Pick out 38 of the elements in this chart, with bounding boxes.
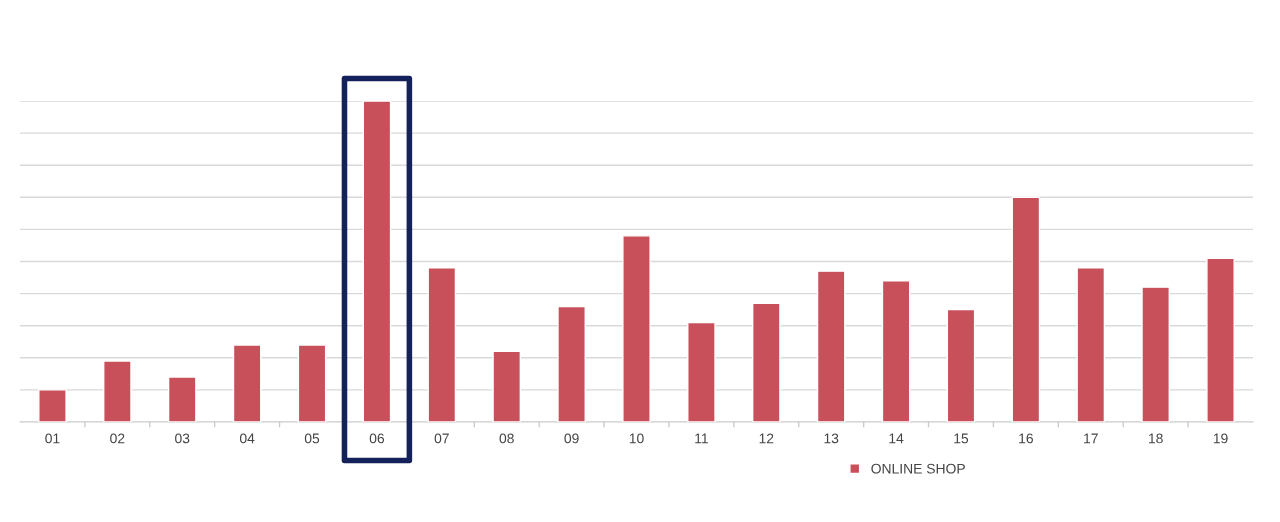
x-tick-label: 03 — [175, 433, 190, 444]
bar — [492, 350, 522, 422]
bar — [1011, 196, 1041, 422]
x-tick-label: 18 — [1148, 433, 1163, 444]
x-tick-label: 17 — [1084, 433, 1098, 444]
bar — [1206, 257, 1235, 422]
x-tick-label: 10 — [629, 433, 644, 444]
x-tick-label: 05 — [304, 433, 320, 444]
bar — [816, 270, 846, 422]
x-tick-label: 07 — [434, 433, 449, 444]
bar — [38, 389, 67, 422]
bar — [232, 344, 262, 422]
x-tick-label: 19 — [1213, 433, 1228, 444]
x-tick-label: 04 — [239, 433, 255, 444]
bar — [103, 360, 132, 422]
legend-label: ONLINE SHOP — [871, 463, 965, 474]
x-tick-label: 16 — [1019, 433, 1033, 444]
bar — [557, 305, 586, 422]
x-tick-label: 09 — [564, 433, 579, 444]
x-tick-label: 14 — [889, 433, 904, 444]
bar — [297, 344, 327, 422]
x-tick-label: 01 — [45, 433, 60, 444]
x-tick-label: 13 — [824, 433, 839, 444]
x-tick-label: 02 — [110, 433, 125, 444]
bar — [427, 267, 457, 422]
bar — [167, 376, 197, 422]
x-tick-label: 12 — [759, 433, 774, 444]
x-tick-label: 06 — [369, 433, 385, 444]
bar — [622, 235, 651, 422]
bar — [881, 280, 911, 422]
bar — [1141, 286, 1170, 422]
bar — [1076, 267, 1106, 422]
x-tick-label: 08 — [499, 433, 514, 444]
bar — [751, 302, 781, 422]
x-tick-label: 11 — [695, 433, 708, 444]
bar — [946, 308, 976, 422]
bar — [687, 321, 716, 422]
x-tick-label: 15 — [954, 433, 969, 444]
